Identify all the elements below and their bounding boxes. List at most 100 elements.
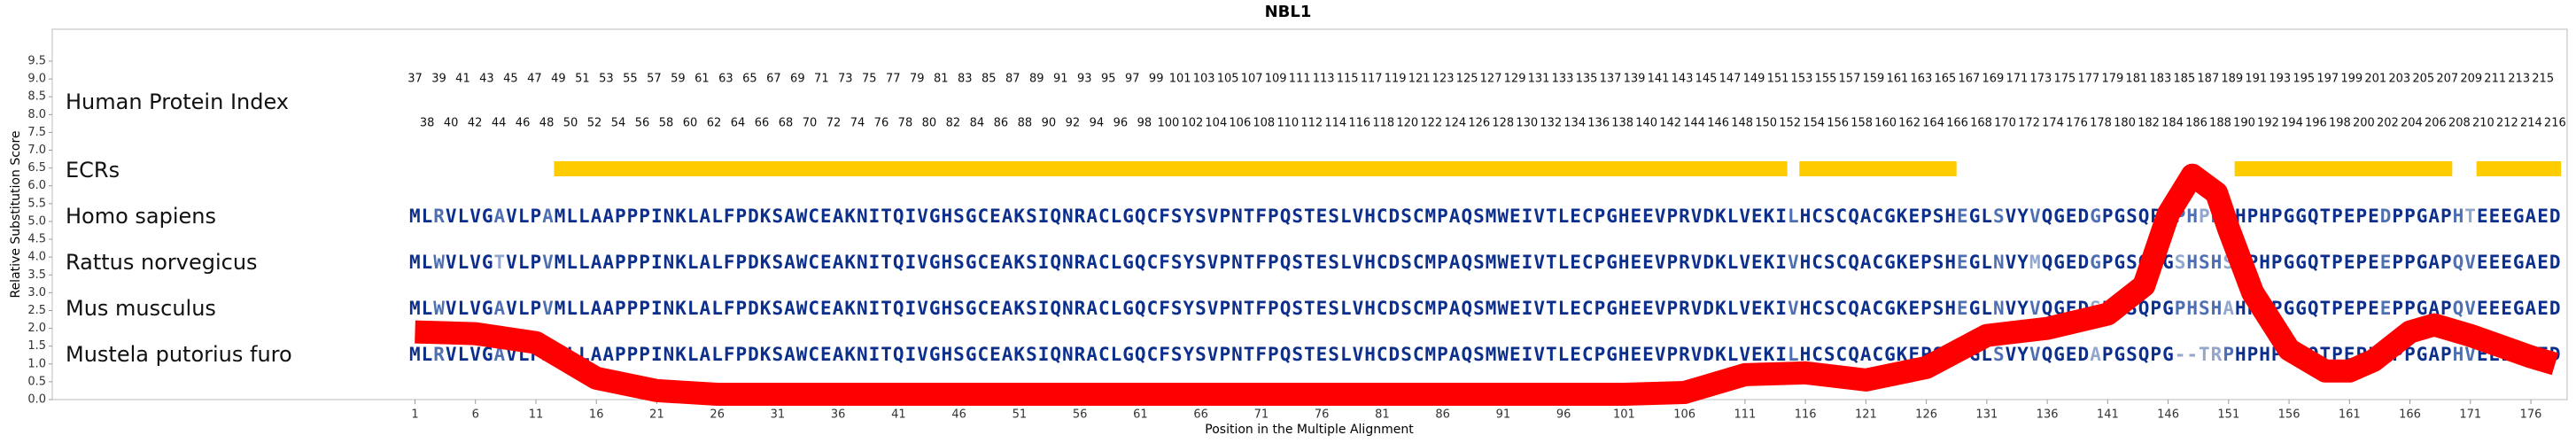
index-number: 133 — [1552, 73, 1574, 86]
y-tick-label: 6.5 — [27, 161, 46, 175]
index-number: 97 — [1125, 73, 1140, 86]
species-name: Rattus norvegicus — [66, 250, 258, 275]
index-number: 146 — [1707, 117, 1729, 130]
index-number: 134 — [1563, 117, 1586, 130]
sequence: MLWVLVGAVLPVMLLAAPPPINKLALFPDKSAWCEAKNIT… — [409, 298, 2561, 319]
index-number: 164 — [1922, 117, 1944, 130]
index-number: 177 — [2077, 73, 2099, 86]
index-number: 48 — [539, 117, 555, 130]
index-number: 71 — [814, 73, 829, 86]
y-tick-label: 9.0 — [27, 73, 46, 86]
index-number: 115 — [1337, 73, 1359, 86]
substitution-curve — [415, 163, 2559, 406]
index-number: 45 — [503, 73, 518, 86]
x-tick-label: 81 — [1375, 408, 1390, 422]
index-number: 149 — [1743, 73, 1765, 86]
index-number: 138 — [1611, 117, 1633, 130]
index-number: 106 — [1229, 117, 1251, 130]
x-tick-label: 1 — [411, 408, 418, 422]
index-number: 112 — [1300, 117, 1323, 130]
index-number: 141 — [1648, 73, 1670, 86]
y-tick-label: 6.0 — [27, 179, 46, 192]
index-number: 187 — [2197, 73, 2219, 86]
index-number: 101 — [1169, 73, 1191, 86]
index-number: 120 — [1396, 117, 1418, 130]
index-number: 215 — [2532, 73, 2554, 86]
index-number: 68 — [779, 117, 794, 130]
index-number: 147 — [1719, 73, 1742, 86]
index-number: 93 — [1077, 73, 1092, 86]
index-number: 74 — [850, 117, 865, 130]
index-number: 157 — [1839, 73, 1861, 86]
index-number: 102 — [1181, 117, 1203, 130]
sequence: MLRVLVGAVLPAMLLAAPPPINKLALFPDKSAWCEAKNIT… — [409, 344, 2561, 365]
index-number: 173 — [2029, 73, 2052, 86]
x-tick-label: 76 — [1315, 408, 1330, 422]
index-number: 122 — [1420, 117, 1442, 130]
y-tick-label: 3.5 — [27, 268, 46, 282]
ecr-bar — [1799, 161, 1957, 176]
index-number: 70 — [803, 117, 818, 130]
index-number: 185 — [2173, 73, 2195, 86]
index-number: 90 — [1042, 117, 1057, 130]
index-number: 40 — [444, 117, 459, 130]
y-tick-label: 5.0 — [27, 214, 46, 228]
index-number: 60 — [683, 117, 698, 130]
y-tick-label: 4.5 — [27, 233, 46, 246]
index-number: 117 — [1361, 73, 1383, 86]
index-number: 59 — [671, 73, 686, 86]
index-number: 148 — [1731, 117, 1753, 130]
index-number: 162 — [1898, 117, 1920, 130]
index-number: 150 — [1755, 117, 1777, 130]
index-number: 130 — [1516, 117, 1538, 130]
index-number: 56 — [635, 117, 650, 130]
index-number: 109 — [1265, 73, 1287, 86]
y-tick-label: 7.0 — [27, 144, 46, 157]
index-number: 125 — [1456, 73, 1478, 86]
index-number: 42 — [468, 117, 483, 130]
index-number: 57 — [647, 73, 662, 86]
x-tick-label: 151 — [2217, 408, 2239, 422]
y-tick-label: 2.0 — [27, 322, 46, 335]
x-tick-label: 136 — [2037, 408, 2059, 422]
species-name: Mustela putorius furo — [66, 342, 292, 367]
x-tick-label: 56 — [1073, 408, 1088, 422]
index-number: 92 — [1066, 117, 1081, 130]
x-tick-label: 41 — [891, 408, 906, 422]
index-number: 98 — [1137, 117, 1152, 130]
x-tick-label: 36 — [831, 408, 846, 422]
y-tick-label: 7.5 — [27, 126, 46, 139]
index-number: 205 — [2412, 73, 2434, 86]
index-number: 188 — [2209, 117, 2231, 130]
y-tick-label: 8.5 — [27, 90, 46, 104]
index-number: 178 — [2090, 117, 2112, 130]
index-number: 38 — [420, 117, 435, 130]
x-tick-label: 116 — [1795, 408, 1817, 422]
y-tick-label: 8.0 — [27, 108, 46, 121]
index-number: 211 — [2484, 73, 2506, 86]
index-number: 176 — [2066, 117, 2088, 130]
index-number: 175 — [2053, 73, 2076, 86]
index-number: 194 — [2281, 117, 2303, 130]
index-number: 65 — [742, 73, 757, 86]
index-number: 161 — [1887, 73, 1909, 86]
index-number: 53 — [599, 73, 614, 86]
index-number: 39 — [431, 73, 446, 86]
index-number: 144 — [1683, 117, 1705, 130]
index-number: 132 — [1540, 117, 1562, 130]
index-number: 200 — [2353, 117, 2375, 130]
y-tick-label: 0.5 — [27, 375, 46, 388]
index-number: 142 — [1659, 117, 1681, 130]
index-number: 86 — [994, 117, 1009, 130]
x-tick-label: 101 — [1613, 408, 1635, 422]
index-number: 139 — [1624, 73, 1646, 86]
index-number: 170 — [1994, 117, 2016, 130]
index-number: 151 — [1767, 73, 1789, 86]
index-number: 160 — [1874, 117, 1897, 130]
index-number: 204 — [2401, 117, 2423, 130]
index-number: 107 — [1241, 73, 1263, 86]
index-number: 116 — [1348, 117, 1370, 130]
index-number: 154 — [1803, 117, 1825, 130]
index-number: 54 — [611, 117, 626, 130]
